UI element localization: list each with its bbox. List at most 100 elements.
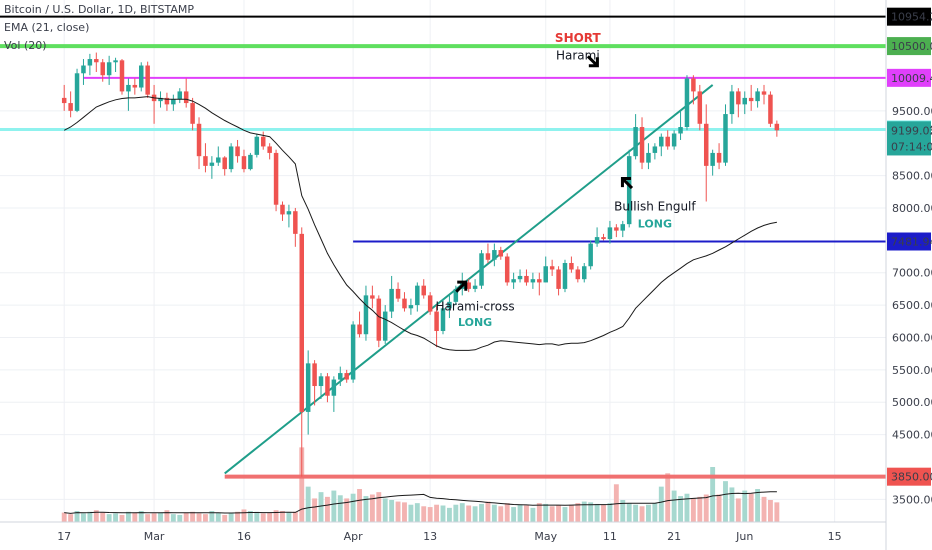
resistance-10009-badge: 10009.48 (887, 68, 932, 87)
candle (248, 152, 253, 171)
candle (331, 376, 337, 412)
candle (485, 243, 491, 263)
candle-body (517, 275, 523, 280)
y-tick-label: 8000.00 (892, 202, 932, 215)
candle (626, 149, 632, 228)
candle (370, 285, 375, 309)
candle (408, 298, 414, 315)
x-tick-label: Apr (344, 530, 364, 543)
candle (61, 84, 67, 111)
candle (312, 360, 317, 406)
svg-text:9199.02: 9199.02 (891, 124, 932, 137)
y-tick-label: 8500.00 (892, 170, 932, 183)
candle (402, 292, 407, 312)
volume-bar (151, 513, 157, 522)
candle (691, 75, 696, 105)
candle-body (126, 84, 131, 92)
candle-body (280, 204, 285, 215)
volume-bar (536, 503, 542, 522)
candle (639, 117, 645, 170)
candle (68, 91, 73, 118)
candle (633, 114, 638, 160)
candle-body (305, 363, 311, 412)
volume-bar (588, 502, 594, 522)
candle-body (562, 263, 568, 289)
candle (607, 220, 613, 244)
candle (106, 55, 112, 85)
candle-body (697, 91, 703, 124)
candle-body (723, 114, 728, 163)
candle (479, 250, 484, 289)
volume-bar (568, 504, 574, 522)
candle-body (344, 373, 349, 380)
candle-body (228, 146, 234, 170)
price-axis[interactable]: 9500.00 8500.00 8000.00 7000.00 6500.00 6000.… (886, 0, 932, 550)
candle (581, 263, 587, 283)
candle (447, 295, 452, 319)
candle-body (260, 136, 266, 147)
candle-body (209, 162, 215, 166)
arrow-bullish-engulf-icon (620, 177, 634, 190)
vol-legend[interactable]: Vol (20) (4, 39, 47, 52)
candle (350, 321, 356, 383)
candle-body (164, 97, 170, 105)
volume-bar (716, 494, 722, 522)
candle (537, 272, 542, 296)
ema-line (63, 96, 777, 351)
candle (755, 88, 760, 108)
volume-bar (350, 493, 356, 522)
volume-bar (620, 500, 626, 522)
time-axis[interactable]: 17 Mar 16 Apr 13 May 11 21 Jun 15 (0, 521, 886, 550)
candle-body (736, 91, 741, 105)
volume-bar (466, 505, 472, 522)
candle (504, 253, 510, 286)
volume-bar (530, 507, 536, 522)
volume-bar (427, 507, 433, 522)
horizontal-levels (0, 15, 886, 479)
volume-bar (446, 507, 452, 522)
candle-body (248, 154, 253, 170)
candle-body (671, 133, 677, 147)
candle-body (472, 285, 478, 289)
volume-bar (421, 506, 427, 522)
candle (774, 120, 780, 137)
price-badge-1: 07:14:07 (887, 137, 932, 156)
volume-bar (267, 512, 273, 522)
volume-bar (215, 512, 221, 522)
candle (216, 146, 221, 166)
candle-body (575, 269, 581, 280)
candle-body (158, 97, 163, 102)
candle (126, 78, 131, 111)
volume-bar (196, 513, 202, 522)
candle (119, 59, 125, 95)
candle (267, 143, 272, 160)
candle-body (74, 73, 80, 111)
candle (171, 94, 176, 111)
resistance-10500-badge: 10500.00 (887, 37, 932, 56)
candle (511, 272, 516, 289)
candle (151, 84, 157, 124)
candle (427, 292, 433, 315)
candle (472, 279, 478, 293)
volume-bar (389, 500, 395, 522)
ema-legend[interactable]: EMA (21, close) (4, 21, 89, 34)
volume-bar (562, 507, 568, 522)
candle-body (81, 65, 86, 74)
candle (569, 256, 574, 273)
candle-body (61, 97, 67, 104)
candle (710, 149, 715, 176)
candle-body (113, 60, 118, 63)
volume-bar (671, 490, 677, 522)
candle-body (267, 146, 272, 153)
y-tick-label: 6000.00 (892, 331, 932, 344)
volume-bar (299, 447, 305, 522)
volume-bar (774, 502, 780, 522)
candle (421, 279, 426, 299)
volume-bar (479, 503, 484, 522)
candle-body (716, 152, 722, 163)
svg-text:3850.00: 3850.00 (891, 471, 932, 484)
candle-body (171, 99, 176, 105)
candle-body (755, 91, 760, 102)
